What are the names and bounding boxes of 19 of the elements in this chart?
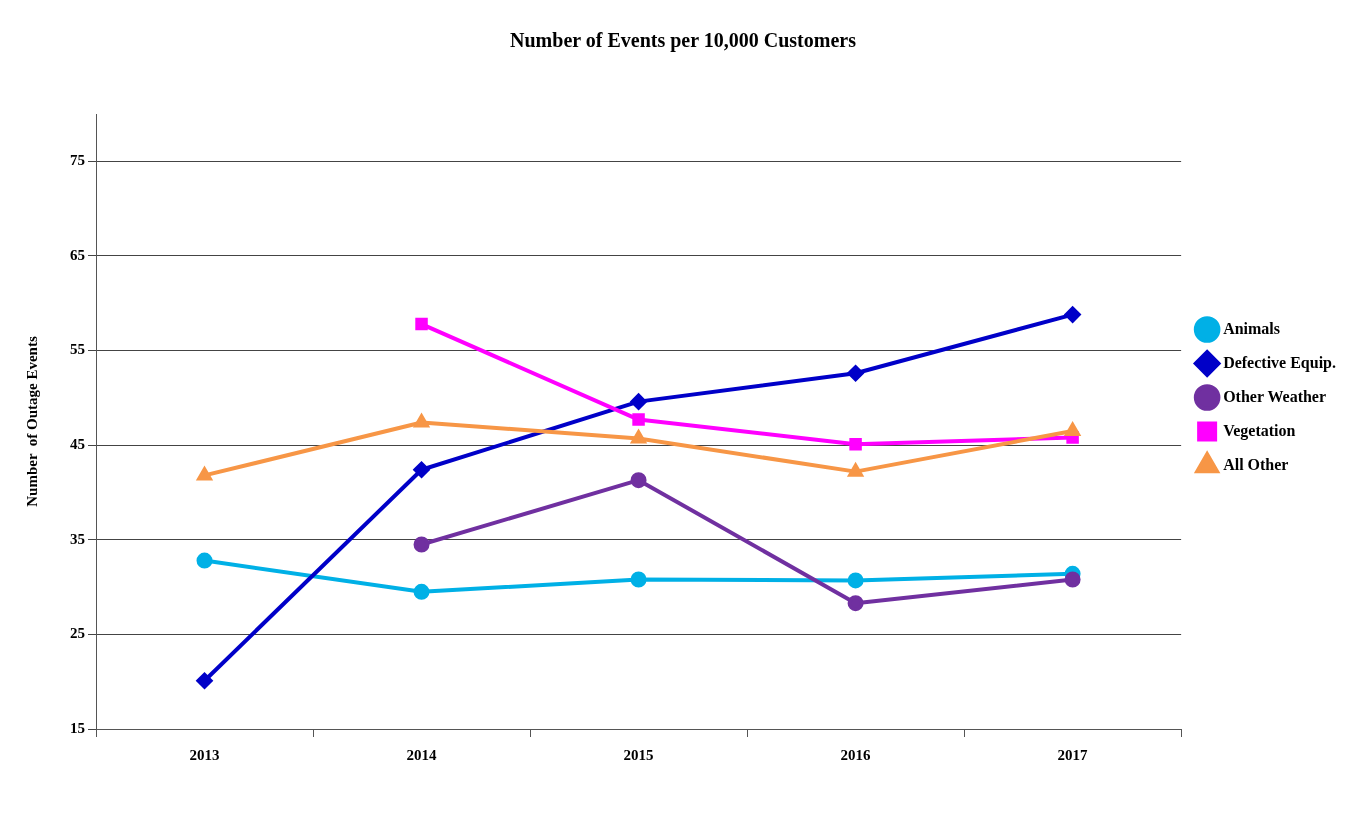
x-tick-label: 2015 (623, 746, 654, 763)
chart-title: Number of Events per 10,000 Customers (510, 29, 857, 53)
y-tick-label: 45 (70, 436, 85, 453)
y-axis-title: Number of Outage Events (23, 336, 40, 507)
y-tick-label: 55 (70, 341, 85, 358)
x-tick-label: 2013 (189, 746, 220, 763)
x-tick-label: 2017 (1057, 746, 1089, 763)
x-tick-label: 2014 (406, 746, 438, 763)
y-tick-label: 15 (70, 719, 85, 736)
y-tick-label: 35 (70, 530, 85, 547)
legend-label: All Other (1223, 455, 1289, 473)
y-tick-label: 75 (70, 152, 85, 169)
legend-label: Other Weather (1223, 387, 1327, 405)
legend-label: Animals (1223, 319, 1281, 337)
legend-label: Vegetation (1223, 421, 1296, 440)
legend-label: Defective Equip. (1223, 353, 1336, 372)
y-tick-label: 25 (70, 625, 85, 642)
y-tick-label: 65 (70, 246, 85, 263)
x-tick-label: 2016 (840, 746, 872, 763)
